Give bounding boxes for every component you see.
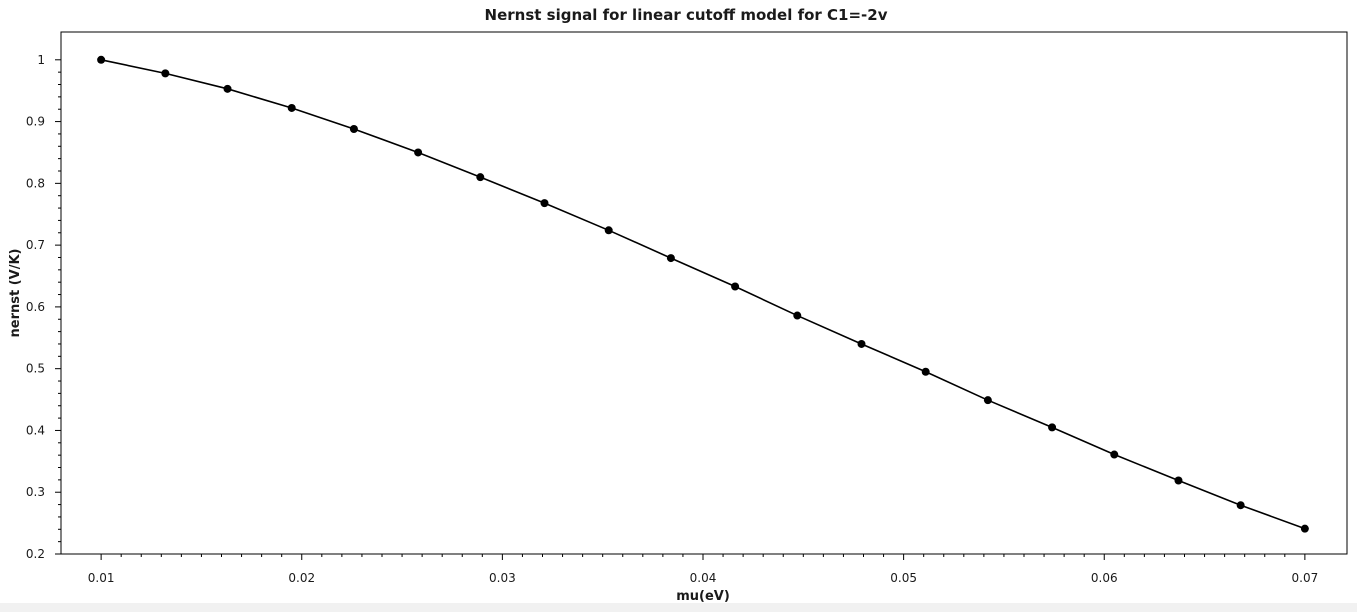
x-tick-label: 0.06: [1091, 571, 1118, 585]
y-tick-label: 0.3: [26, 485, 45, 499]
y-tick-label: 0.2: [26, 547, 45, 561]
y-tick-label: 0.4: [26, 423, 45, 437]
data-point: [161, 69, 170, 78]
y-tick-label: 0.5: [26, 362, 45, 376]
data-point: [414, 148, 423, 157]
chart-title: Nernst signal for linear cutoff model fo…: [485, 6, 888, 24]
y-tick-label: 0.9: [26, 115, 45, 129]
x-tick-label: 0.02: [288, 571, 315, 585]
y-tick-label: 0.6: [26, 300, 45, 314]
data-point: [349, 124, 358, 133]
y-axis: 0.2 0.3 0.4 0.5 0.6 0.7 0.8 0.9 1: [26, 53, 61, 561]
data-point: [1300, 524, 1309, 533]
data-point: [97, 55, 106, 64]
data-point: [666, 254, 675, 263]
y-tick-label: 0.7: [26, 238, 45, 252]
data-point: [1048, 423, 1057, 432]
x-tick-label: 0.03: [489, 571, 516, 585]
data-point: [287, 103, 296, 112]
x-tick-label: 0.07: [1292, 571, 1319, 585]
x-tick-label: 0.04: [690, 571, 717, 585]
y-tick-label: 0.8: [26, 176, 45, 190]
plot-area: [60, 31, 1348, 555]
series-group: [97, 55, 1309, 533]
data-point: [1110, 450, 1119, 459]
data-point: [857, 339, 866, 348]
x-tick-label: 0.01: [88, 571, 115, 585]
data-point: [983, 396, 992, 405]
data-point: [793, 311, 802, 320]
data-point: [476, 173, 485, 182]
data-point: [540, 199, 549, 208]
x-tick-label: 0.05: [890, 571, 917, 585]
data-point: [1174, 476, 1183, 485]
footer-strip: [0, 603, 1357, 612]
data-point: [604, 226, 613, 235]
data-point: [731, 282, 740, 291]
data-point: [223, 84, 232, 93]
x-axis: 0.01 0.02 0.03 0.04 0.05 0.06 0.07: [88, 554, 1318, 585]
data-point: [921, 367, 930, 376]
y-axis-label: nernst (V/K): [8, 249, 23, 338]
x-axis-label: mu(eV): [676, 589, 730, 603]
data-point: [1236, 501, 1245, 510]
y-tick-label: 1: [37, 53, 45, 67]
series-line: [100, 59, 1306, 530]
